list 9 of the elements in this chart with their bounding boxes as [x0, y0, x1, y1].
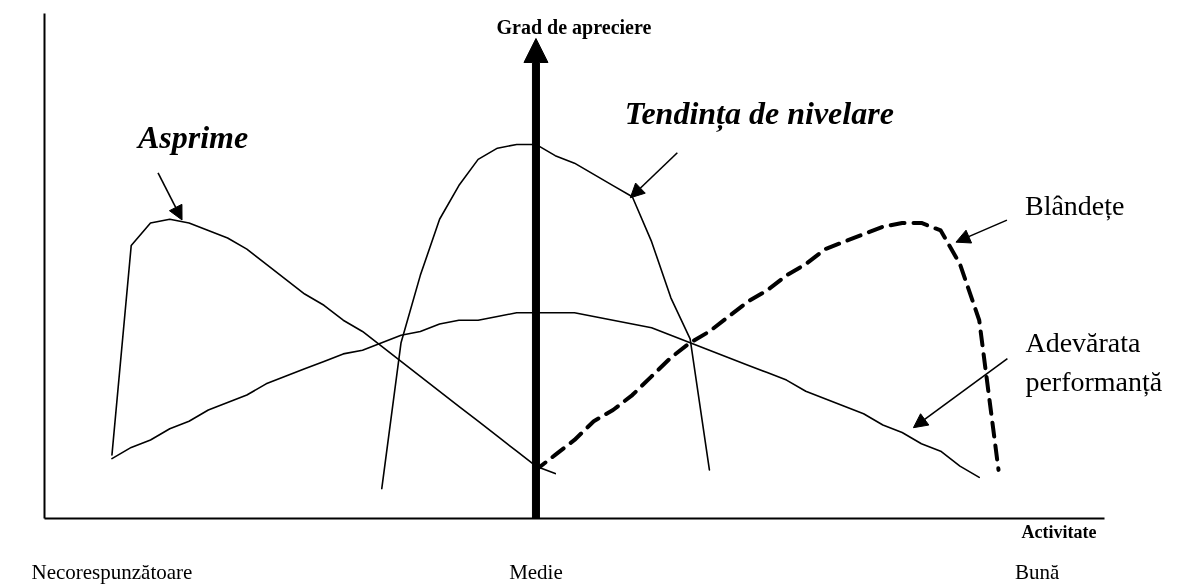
x-tick-label: Bună — [1014, 559, 1060, 584]
text: Adevărata performanță — [1025, 326, 1163, 397]
text: Asprime — [135, 118, 249, 155]
series-label: Tendința de nivelare — [624, 94, 894, 132]
ref-line-label: Grad de apreciere — [496, 15, 652, 39]
x-tick-label: Medie — [509, 559, 563, 584]
text: Blândețe — [1024, 189, 1125, 221]
x-tick-label: Necorespunzătoare — [31, 559, 193, 584]
x-axis-title: Activitate — [1021, 522, 1097, 542]
